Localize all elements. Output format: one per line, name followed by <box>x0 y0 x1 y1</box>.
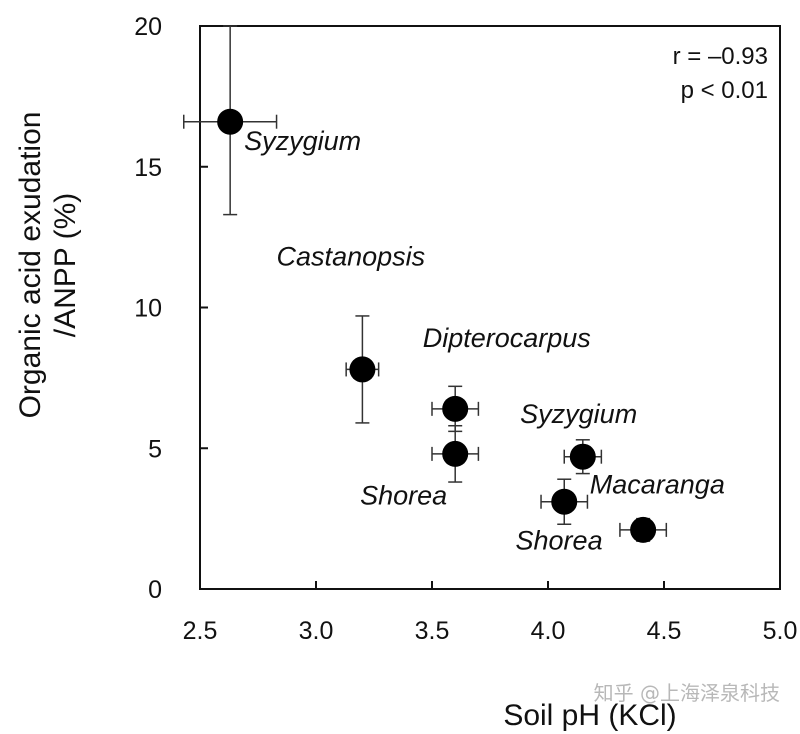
data-point <box>442 440 469 467</box>
x-axis-ticks: 2.5 3.0 3.5 4.0 4.5 5.0 <box>183 581 798 645</box>
data-point <box>217 108 244 135</box>
data-point-group <box>431 385 480 433</box>
species-label: Castanopsis <box>277 241 426 271</box>
x-tick-label: 5.0 <box>763 617 798 645</box>
x-axis-label: Soil pH (KCl) <box>503 699 676 732</box>
data-point <box>442 395 469 422</box>
x-tick-label: 2.5 <box>183 617 218 645</box>
y-axis-ticks: 0 5 10 15 20 <box>134 13 208 604</box>
y-tick-label: 20 <box>134 13 162 41</box>
data-point-group <box>619 516 668 543</box>
x-tick-label: 3.5 <box>415 617 450 645</box>
data-points <box>183 25 668 543</box>
data-point-group <box>183 25 278 216</box>
x-tick-label: 4.5 <box>647 617 682 645</box>
y-tick-label: 5 <box>148 435 162 463</box>
y-tick-label: 15 <box>134 154 162 182</box>
data-point <box>630 516 657 543</box>
data-point <box>551 488 578 515</box>
stat-r: r = –0.93 <box>673 43 768 70</box>
data-point-group <box>540 478 589 526</box>
y-tick-label: 0 <box>148 576 162 604</box>
watermark-text: 知乎 @上海泽泉科技 <box>594 681 780 705</box>
x-tick-label: 4.0 <box>531 617 566 645</box>
species-labels: Syzygium Castanopsis Dipterocarpus Syzygium… <box>244 126 725 556</box>
species-label: Syzygium <box>244 126 361 156</box>
species-label: Dipterocarpus <box>423 323 591 353</box>
data-point-group <box>431 424 480 483</box>
data-point <box>349 356 376 383</box>
data-point-group <box>345 315 380 424</box>
species-label: Shorea <box>360 481 447 511</box>
y-axis-label: Organic acid exudation /ANPP (%) <box>14 112 82 419</box>
x-tick-label: 3.0 <box>299 617 334 645</box>
data-point <box>569 443 596 470</box>
species-label: Macaranga <box>590 469 725 499</box>
y-tick-label: 10 <box>134 295 162 323</box>
plot-frame <box>199 25 781 590</box>
species-label: Syzygium <box>520 399 637 429</box>
stat-p: p < 0.01 <box>681 77 768 104</box>
species-label: Shorea <box>516 526 603 556</box>
data-point-group <box>563 439 603 475</box>
y-axis-label-line-2: /ANPP (%) <box>49 193 82 337</box>
y-axis-label-line-1: Organic acid exudation <box>14 112 47 419</box>
